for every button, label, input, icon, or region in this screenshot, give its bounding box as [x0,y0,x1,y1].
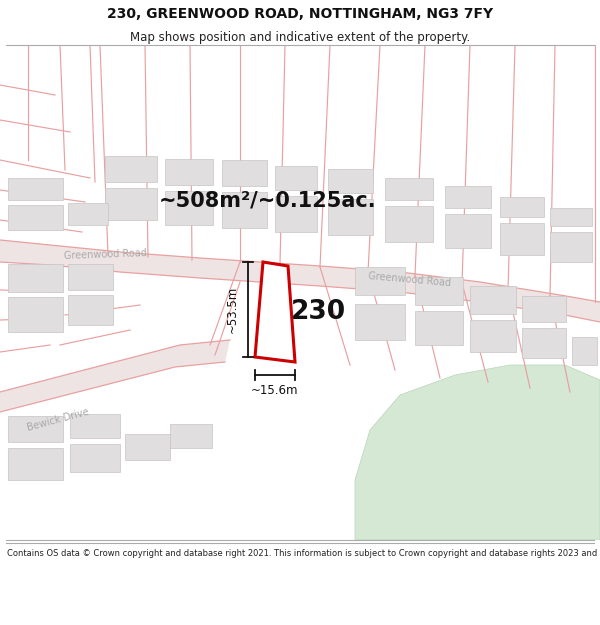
Text: 230, GREENWOOD ROAD, NOTTINGHAM, NG3 7FY: 230, GREENWOOD ROAD, NOTTINGHAM, NG3 7FY [107,7,493,21]
Bar [275,166,317,190]
Bar [105,188,157,220]
Bar [445,186,491,208]
Bar [415,311,463,345]
Bar [68,295,113,325]
Bar [275,196,317,232]
Bar [385,178,433,200]
Bar [8,264,63,292]
Text: ~15.6m: ~15.6m [251,384,299,397]
Bar [522,296,566,322]
Text: Contains OS data © Crown copyright and database right 2021. This information is : Contains OS data © Crown copyright and d… [7,549,600,558]
Bar [68,203,108,225]
Bar [328,169,373,193]
Bar [385,206,433,242]
Bar [500,197,544,217]
Bar [500,223,544,255]
Text: ~508m²/~0.125ac.: ~508m²/~0.125ac. [159,190,377,210]
Bar [328,199,373,235]
Text: ~53.5m: ~53.5m [226,286,239,333]
Text: Greenwood Road: Greenwood Road [368,271,452,289]
Bar [68,264,113,290]
Text: Bewick Drive: Bewick Drive [26,407,90,433]
Bar [8,178,63,200]
Text: Greenwood Road: Greenwood Road [64,249,146,261]
Bar [550,232,592,262]
Bar [8,448,63,480]
Text: Map shows position and indicative extent of the property.: Map shows position and indicative extent… [130,31,470,44]
Polygon shape [0,240,600,322]
Bar [470,320,516,352]
Bar [355,267,405,295]
Bar [125,434,170,460]
Bar [165,191,213,225]
Bar [445,214,491,248]
Bar [105,156,157,182]
Bar [550,208,592,226]
Bar [415,277,463,305]
Bar [8,205,63,230]
Bar [222,192,267,228]
Bar [8,416,63,442]
Text: 230: 230 [290,299,346,325]
Bar [70,414,120,438]
Bar [470,286,516,314]
Bar [170,424,212,448]
Bar [70,444,120,472]
Bar [572,337,597,365]
Bar [355,304,405,340]
Bar [522,328,566,358]
Polygon shape [255,262,295,362]
Bar [8,297,63,332]
Bar [222,160,267,186]
Bar [165,159,213,185]
Polygon shape [0,340,230,412]
Polygon shape [355,365,600,540]
